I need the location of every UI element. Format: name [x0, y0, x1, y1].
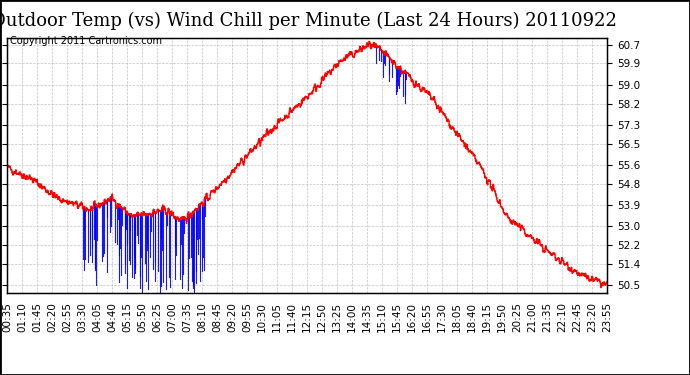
- Text: Copyright 2011 Cartronics.com: Copyright 2011 Cartronics.com: [10, 36, 162, 46]
- Text: Outdoor Temp (vs) Wind Chill per Minute (Last 24 Hours) 20110922: Outdoor Temp (vs) Wind Chill per Minute …: [0, 11, 617, 30]
